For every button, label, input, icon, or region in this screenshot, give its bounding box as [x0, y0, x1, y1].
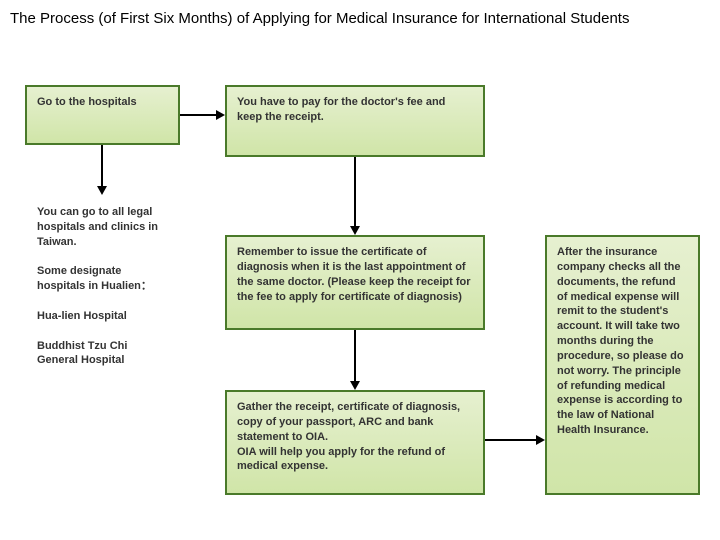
arrow-head-icon [350, 381, 360, 390]
page-title: The Process (of First Six Months) of App… [10, 10, 715, 27]
flow-node-n3: You can go to all legal hospitals and cl… [25, 195, 180, 415]
arrow-line [354, 330, 356, 382]
flow-node-n1: Go to the hospitals [25, 85, 180, 145]
flow-node-n5: Gather the receipt, certificate of diagn… [225, 390, 485, 495]
arrow-line [354, 157, 356, 227]
arrow-head-icon [536, 435, 545, 445]
flow-node-n2: You have to pay for the doctor's fee and… [225, 85, 485, 157]
arrow-line [101, 145, 103, 187]
arrow-head-icon [97, 186, 107, 195]
arrow-line [180, 114, 217, 116]
arrow-line [485, 439, 537, 441]
flow-node-n6: After the insurance company checks all t… [545, 235, 700, 495]
arrow-head-icon [216, 110, 225, 120]
arrow-head-icon [350, 226, 360, 235]
flow-node-n4: Remember to issue the certificate of dia… [225, 235, 485, 330]
